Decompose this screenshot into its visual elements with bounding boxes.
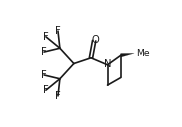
Text: F: F <box>55 26 61 36</box>
Text: F: F <box>55 91 61 101</box>
Polygon shape <box>121 53 134 57</box>
Text: N: N <box>104 59 111 69</box>
Text: O: O <box>92 35 100 45</box>
Text: F: F <box>41 47 47 57</box>
Text: F: F <box>43 85 49 95</box>
Text: Me: Me <box>136 49 150 58</box>
Text: F: F <box>43 32 49 42</box>
Text: F: F <box>41 70 47 80</box>
